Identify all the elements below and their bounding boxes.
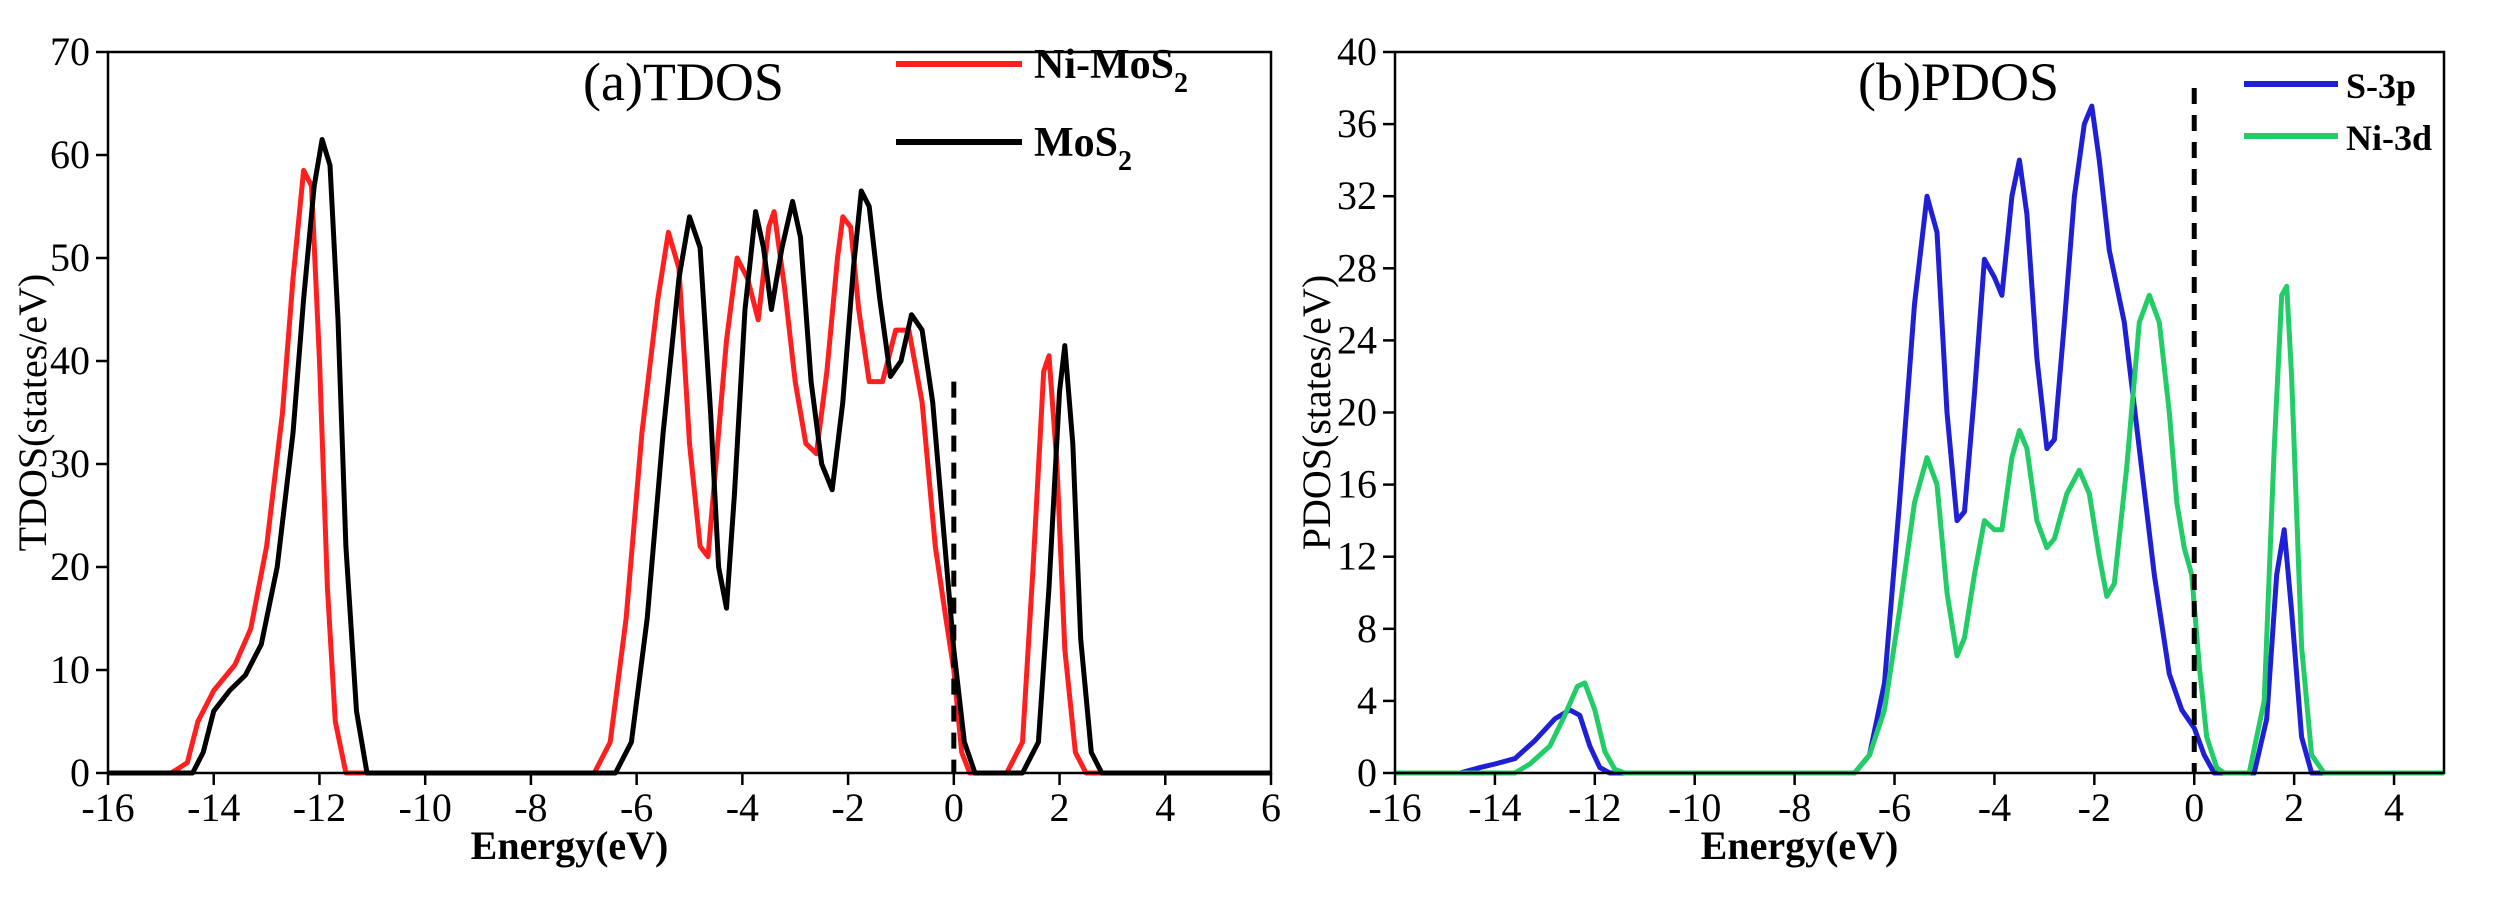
pdos-panel: -16 -14 -12 -10 -8 -6 -4 -2 0 2 4 0481216202428323… [1294, 29, 2446, 868]
pdos-x-tick-label: -4 [1978, 785, 2011, 830]
tdos-x-tick-label: 0 [944, 785, 964, 830]
tdos-plot-frame [106, 50, 1273, 775]
pdos-x-tick-label: -14 [1468, 785, 1521, 830]
tdos-y-tick-label: 10 [50, 647, 90, 692]
pdos-y-tick-label: 36 [1337, 101, 1377, 146]
tdos-x-tick-label: -8 [514, 785, 547, 830]
tdos-x-tick-label: 4 [1155, 785, 1175, 830]
pdos-y-tick-label: 4 [1357, 678, 1377, 723]
tdos-legend-label-0: Ni-MoS2 [1034, 42, 1188, 99]
pdos-y-tick-label: 40 [1337, 29, 1377, 74]
tdos-x-tick-label: -2 [831, 785, 864, 830]
pdos-y-tick-label: 32 [1337, 173, 1377, 218]
pdos-series-layer [1395, 103, 2444, 776]
pdos-x-ticks: -16 -14 -12 -10 -8 -6 -4 -2 0 2 4 [1368, 773, 2404, 830]
pdos-legend-label-1: Ni-3d [2346, 118, 2432, 158]
pdos-y-tick-label: 8 [1357, 606, 1377, 651]
tdos-x-axis-label: Energy(eV) [471, 823, 669, 868]
tdos-y-tick-label: 40 [50, 338, 90, 383]
pdos-y-tick-label: 24 [1337, 317, 1377, 362]
pdos-y-tick-label: 20 [1337, 390, 1377, 435]
pdos-x-tick-label: -2 [2078, 785, 2111, 830]
pdos-x-tick-label: 2 [2284, 785, 2304, 830]
tdos-legend: Ni-MoS2 MoS2 [896, 42, 1188, 177]
tdos-x-tick-label: -4 [726, 785, 759, 830]
pdos-x-tick-label: 4 [2384, 785, 2404, 830]
pdos-x-axis-label: Energy(eV) [1701, 823, 1899, 868]
tdos-x-tick-label: 2 [1050, 785, 1070, 830]
pdos-y-tick-label: 16 [1337, 462, 1377, 507]
pdos-y-tick-label: 28 [1337, 245, 1377, 290]
tdos-y-tick-label: 70 [50, 29, 90, 74]
tdos-y-tick-label: 30 [50, 441, 90, 486]
tdos-series-line-0 [108, 167, 1271, 776]
pdos-legend: S-3p Ni-3d [2244, 66, 2432, 158]
tdos-x-tick-label: -6 [620, 785, 653, 830]
pdos-y-axis-label: PDOS(states/eV) [1294, 275, 1339, 551]
pdos-x-tick-label: 0 [2184, 785, 2204, 830]
tdos-x-tick-label: -14 [187, 785, 240, 830]
tdos-title: (a)TDOS [583, 52, 784, 112]
pdos-series-line-0 [1395, 103, 2444, 776]
pdos-legend-label-0: S-3p [2346, 66, 2416, 106]
pdos-y-tick-label: 0 [1357, 750, 1377, 795]
tdos-x-tick-label: -16 [81, 785, 134, 830]
tdos-panel: -16 -14 -12 -10 -8 -6 -4 -2 0 2 4 6 0 10 20 30 40 50 60 70… [10, 29, 1281, 868]
pdos-title: (b)PDOS [1858, 52, 2059, 112]
tdos-y-ticks: 0 10 20 30 40 50 60 70 [50, 29, 108, 795]
pdos-y-ticks: 0 4 8 12 16 20 24 28 32 36 40 [1337, 29, 1395, 795]
pdos-x-tick-label: -16 [1368, 785, 1421, 830]
tdos-y-axis-label: TDOS(states/eV) [10, 274, 55, 552]
tdos-x-tick-label: -12 [293, 785, 346, 830]
tdos-y-tick-label: 20 [50, 544, 90, 589]
tdos-legend-label-1: MoS2 [1034, 120, 1132, 177]
tdos-y-tick-label: 0 [70, 750, 90, 795]
tdos-x-tick-label: -10 [399, 785, 452, 830]
pdos-plot-frame [1393, 50, 2446, 775]
tdos-x-ticks: -16 -14 -12 -10 -8 -6 -4 -2 0 2 4 6 [81, 773, 1281, 830]
tdos-x-tick-label: 6 [1261, 785, 1281, 830]
pdos-x-tick-label: -10 [1668, 785, 1721, 830]
tdos-series-layer [108, 137, 1271, 776]
pdos-x-tick-label: -8 [1778, 785, 1811, 830]
pdos-y-tick-label: 12 [1337, 534, 1377, 579]
pdos-x-tick-label: -6 [1878, 785, 1911, 830]
tdos-series-line-1 [108, 137, 1271, 776]
pdos-x-tick-label: -12 [1568, 785, 1621, 830]
tdos-y-tick-label: 60 [50, 132, 90, 177]
tdos-y-tick-label: 50 [50, 235, 90, 280]
